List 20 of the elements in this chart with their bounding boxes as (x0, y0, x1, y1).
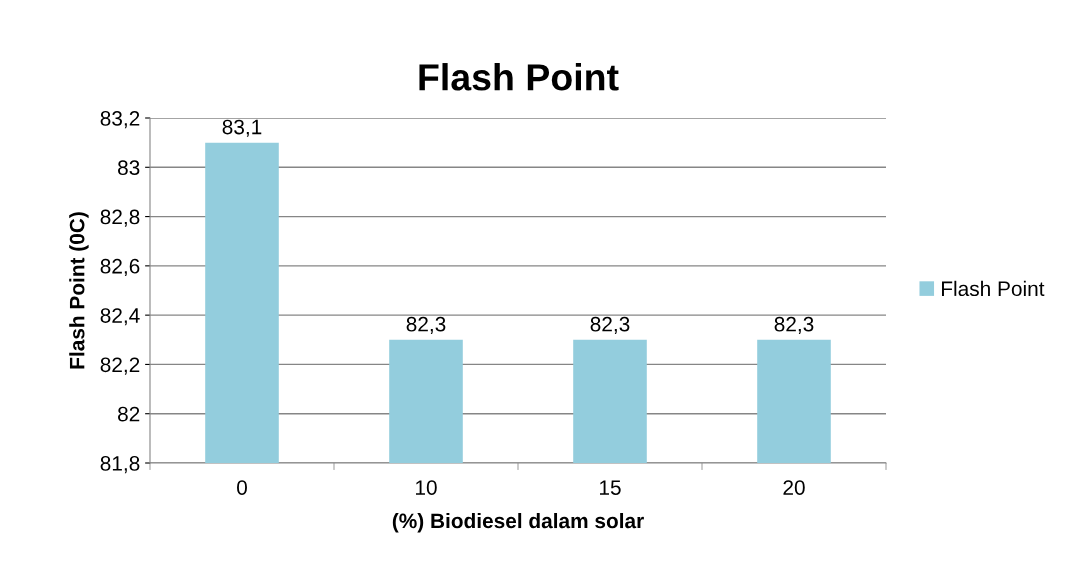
data-label: 82,3 (774, 316, 814, 334)
y-tick-label: 82,8 (100, 209, 140, 227)
data-label: 82,3 (590, 316, 630, 334)
legend-label: Flash Point (942, 280, 1045, 297)
y-tick-label: 82,4 (100, 308, 140, 326)
y-tick-label: 82,6 (100, 258, 140, 277)
y-tick-label: 83,2 (100, 111, 140, 129)
x-tick-label: 10 (416, 480, 437, 495)
y-axis-title: Flash Point (0C) (69, 212, 89, 369)
y-tick-label: 82,2 (100, 357, 140, 375)
x-axis-title: (%) Biodiesel dalam solar (392, 512, 644, 533)
chart-title: Flash Point (419, 63, 619, 91)
x-tick-label: 15 (600, 480, 621, 495)
data-label: 83,1 (222, 119, 262, 137)
y-tick-label: 83 (118, 160, 140, 176)
data-label: 82,3 (406, 316, 446, 334)
y-tick-label: 82 (118, 406, 140, 422)
x-tick-label: 0 (237, 480, 247, 495)
x-tick-label: 20 (783, 480, 805, 495)
y-tick-label: 81,8 (100, 456, 140, 474)
